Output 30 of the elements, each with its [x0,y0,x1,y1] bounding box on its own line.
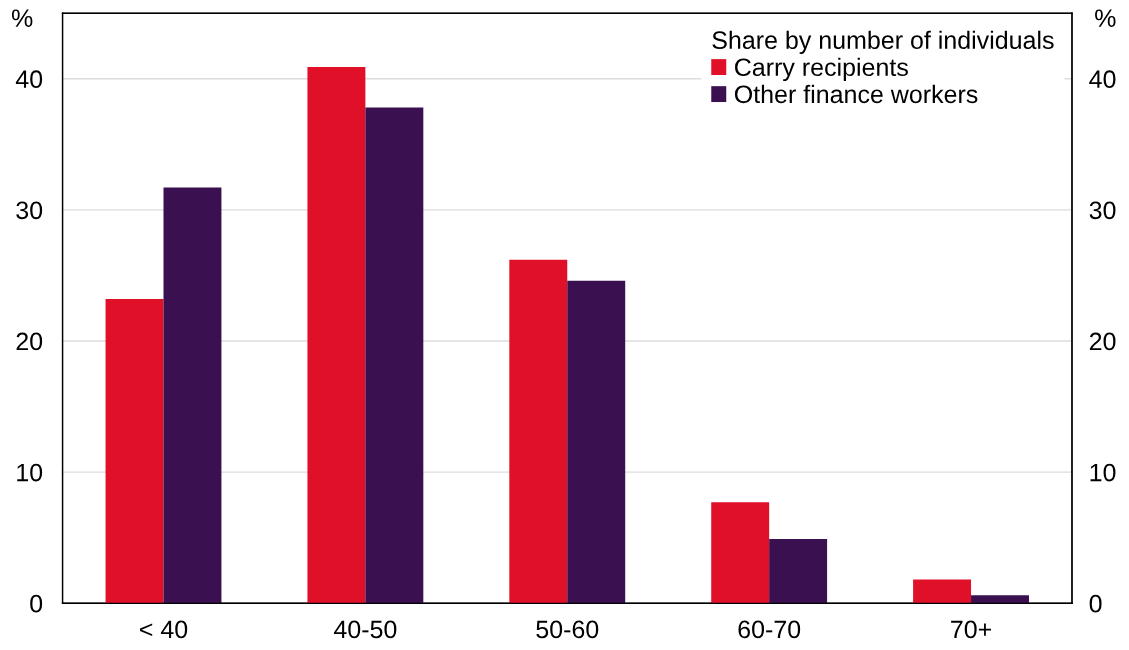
bar [105,299,164,604]
bar [509,259,568,604]
y2-tick-label: 10 [1090,463,1116,482]
y-tick-label: 20 [16,332,43,351]
bar [769,538,828,604]
legend-title: Share by number of individuals [712,30,1054,54]
y-tick-label: 40 [15,70,43,89]
bar [711,502,770,604]
legend-label: Carry recipients [735,57,908,82]
y-tick-label: 10 [17,463,43,482]
x-tick-label: 70+ [951,620,992,639]
bar [567,280,626,604]
x-tick-label: 40-50 [333,620,397,639]
y-axis-title: % [11,9,33,27]
x-tick-label: 60-70 [738,620,801,639]
y2-tick-label: 40 [1089,70,1116,89]
y2-tick-label: 20 [1089,332,1116,351]
bar [913,579,972,604]
y2-tick-label: 30 [1089,201,1116,220]
y2-axis-title: % [1095,9,1116,27]
y2-tick-label: 0 [1089,594,1102,613]
x-tick-label: < 40 [140,620,188,639]
y-tick-label: 30 [16,201,43,220]
bar [971,595,1029,604]
bar [307,66,366,604]
legend-label: Other finance workers [734,84,978,104]
x-tick-label: 50-60 [536,620,599,639]
y-tick-label: 0 [30,594,43,613]
bar [163,187,222,604]
bar [365,107,424,604]
